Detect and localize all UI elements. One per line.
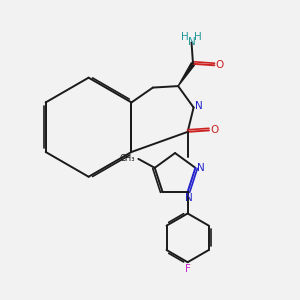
Text: O: O [216,60,224,70]
Text: H: H [194,32,202,42]
Text: F: F [185,264,191,274]
Text: CH₃: CH₃ [119,154,135,164]
Text: O: O [210,125,218,135]
Text: N: N [188,37,195,46]
Polygon shape [178,63,195,86]
Text: N: N [185,193,193,203]
Text: N: N [195,101,203,111]
Text: N: N [197,163,205,173]
Text: H: H [181,32,189,42]
